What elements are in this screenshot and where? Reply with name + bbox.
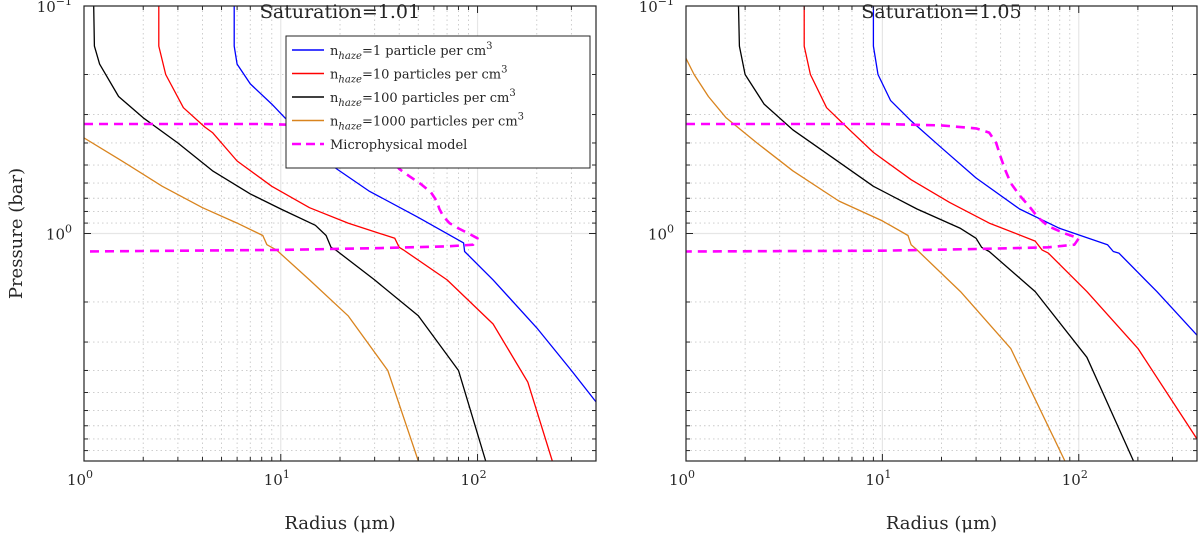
- x-tick-label-exp: 1: [884, 468, 891, 481]
- y-tick-label-base: 10: [648, 226, 667, 244]
- legend-label-subscript: haze: [338, 75, 362, 86]
- legend-label-main: n: [330, 115, 339, 130]
- y-tick-label-exp: 0: [667, 223, 674, 236]
- x-tick-label-exp: 1: [283, 468, 290, 481]
- y-tick-label-exp: −1: [658, 0, 674, 8]
- x-tick-label: 102: [460, 468, 486, 489]
- y-tick-label-base: 10: [37, 0, 56, 16]
- x-tick-label-exp: 2: [1081, 468, 1088, 481]
- legend-label-4: nhaze=1000 particles per cm3: [330, 112, 524, 133]
- x-tick-label: 100: [669, 468, 695, 489]
- x-tick-label-exp: 0: [86, 468, 93, 481]
- ticks: [685, 5, 1198, 461]
- series-line-2: [803, 6, 1197, 440]
- series-group: [84, 6, 596, 461]
- legend-label-subscript: haze: [338, 122, 362, 133]
- y-tick-label-base: 10: [46, 226, 65, 244]
- chart-title: Saturation=1.01: [260, 1, 420, 23]
- series-line-1: [233, 6, 596, 403]
- x-tick-label: 100: [67, 468, 93, 489]
- x-tick-label-base: 10: [1062, 471, 1081, 489]
- legend-label-2: nhaze=10 particles per cm3: [330, 65, 507, 86]
- x-tick-label-base: 10: [865, 471, 884, 489]
- series-line-1: [872, 6, 1197, 336]
- x-tick-label-base: 10: [460, 471, 479, 489]
- series-line-3: [737, 6, 1135, 461]
- y-tick-label: 10−1: [639, 0, 674, 16]
- series-line-2: [158, 6, 553, 461]
- series-group: [686, 6, 1197, 461]
- chart-title: Saturation=1.05: [861, 1, 1021, 23]
- legend-label-1: nhaze=1 particle per cm3: [330, 41, 493, 62]
- x-tick-label: 102: [1062, 468, 1088, 489]
- legend-label-subscript: haze: [338, 98, 362, 109]
- legend-label-rest: =10 particles per cm: [362, 68, 501, 83]
- y-axis-label: Pressure (bar): [6, 168, 27, 299]
- y-tick-label: 10−1: [37, 0, 72, 16]
- x-tick-label-base: 10: [67, 471, 86, 489]
- x-axis-label: Radius (μm): [284, 513, 395, 534]
- y-tick-label-exp: 0: [65, 223, 72, 236]
- x-tick-label-base: 10: [669, 471, 688, 489]
- x-tick-label-exp: 0: [688, 468, 695, 481]
- x-tick-label-exp: 2: [480, 468, 487, 481]
- legend-label-rest: =100 particles per cm: [362, 91, 509, 106]
- y-tick-label: 100: [46, 223, 72, 244]
- legend-label-rest: =1000 particles per cm: [362, 115, 518, 130]
- series-line-3: [93, 6, 487, 461]
- legend-label-5: Microphysical model: [330, 138, 467, 153]
- legend-label-superscript: 3: [509, 88, 515, 99]
- y-tick-label: 100: [648, 223, 674, 244]
- y-tick-label-base: 10: [639, 0, 658, 16]
- legend-label-main: Microphysical model: [330, 138, 467, 153]
- legend-label-superscript: 3: [486, 41, 492, 52]
- ticks: [83, 5, 597, 461]
- series-line-4: [686, 58, 1066, 461]
- x-tick-label: 101: [865, 468, 891, 489]
- legend-box: [285, 35, 591, 169]
- legend-label-3: nhaze=100 particles per cm3: [330, 88, 516, 109]
- legend-label-main: n: [330, 91, 339, 106]
- series-line-4: [84, 137, 419, 461]
- legend-label-superscript: 3: [518, 112, 524, 123]
- x-tick-label-base: 10: [264, 471, 283, 489]
- legend-label-subscript: haze: [338, 51, 362, 62]
- x-tick-label: 101: [264, 468, 290, 489]
- x-axis-label: Radius (μm): [886, 513, 997, 534]
- series-line-5: [686, 122, 1081, 253]
- legend-label-main: n: [330, 44, 339, 59]
- legend-label-superscript: 3: [501, 65, 507, 76]
- legend-label-rest: =1 particle per cm: [362, 44, 486, 59]
- y-tick-label-exp: −1: [56, 0, 72, 8]
- legend-label-main: n: [330, 68, 339, 83]
